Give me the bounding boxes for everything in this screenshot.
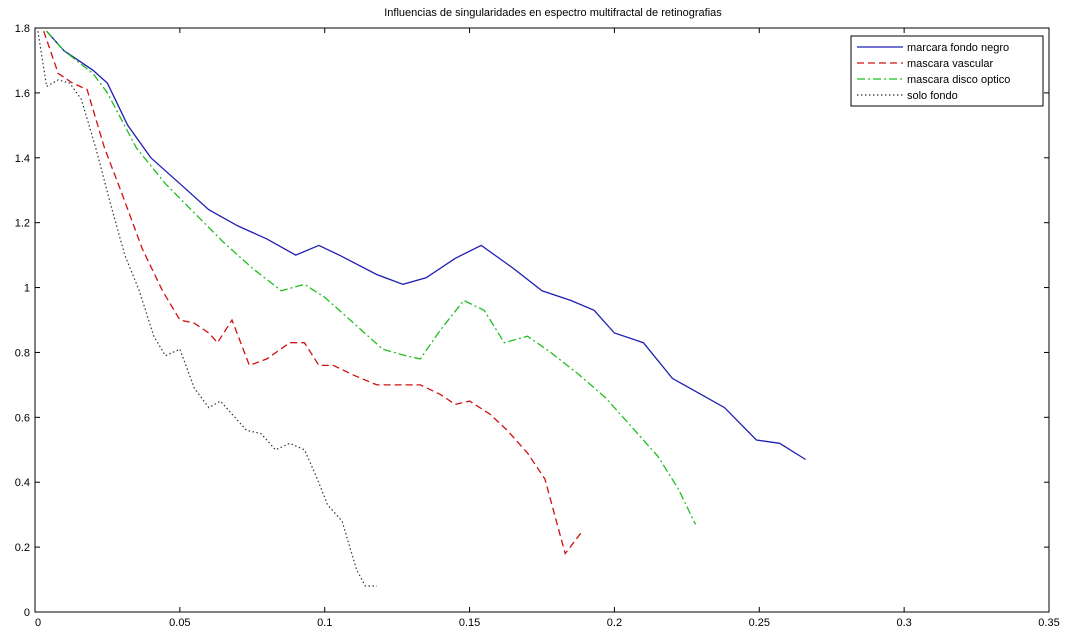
legend-label: mascara vascular (907, 58, 994, 70)
y-tick-label: 0.6 (15, 412, 30, 424)
x-tick-label: 0 (35, 617, 41, 629)
series-line (46, 30, 806, 461)
legend-label: marcara fondo negro (907, 42, 1009, 54)
y-tick-label: 0.2 (15, 542, 30, 554)
series-line (37, 31, 377, 587)
y-tick-label: 1.4 (15, 153, 30, 165)
legend-box (850, 35, 1044, 107)
y-tick-label: 1.8 (15, 23, 30, 35)
series-layer (37, 30, 806, 587)
x-tick-label: 0.15 (459, 617, 480, 629)
x-tick-label: 0.05 (169, 617, 190, 629)
legend: marcara fondo negro mascara vascular masca… (850, 35, 1044, 107)
y-axis: 0 0.2 0.4 0.6 0.8 1 1.2 1.4 1.6 1.8 (15, 23, 1049, 619)
legend-label: solo fondo (907, 90, 958, 102)
x-tick-label: 0.1 (317, 617, 332, 629)
y-tick-label: 1 (24, 283, 30, 295)
y-tick-label: 0.8 (15, 347, 30, 359)
x-tick-label: 0.25 (749, 617, 770, 629)
x-tick-label: 0.2 (607, 617, 622, 629)
x-tick-label: 0.3 (896, 617, 911, 629)
legend-label: mascara disco optico (907, 74, 1010, 86)
y-tick-label: 1.6 (15, 88, 30, 100)
series-line (43, 30, 584, 556)
y-tick-label: 1.2 (15, 218, 30, 230)
x-axis: 0 0.05 0.1 0.15 0.2 0.25 0.3 0.35 (34, 28, 1060, 629)
y-tick-label: 0 (24, 607, 30, 619)
x-tick-label: 0.35 (1038, 617, 1059, 629)
chart-title: Influencias de singularidades en espectr… (384, 7, 722, 19)
plot-area (34, 27, 1050, 613)
series-line (46, 30, 697, 525)
y-tick-label: 0.4 (15, 477, 30, 489)
